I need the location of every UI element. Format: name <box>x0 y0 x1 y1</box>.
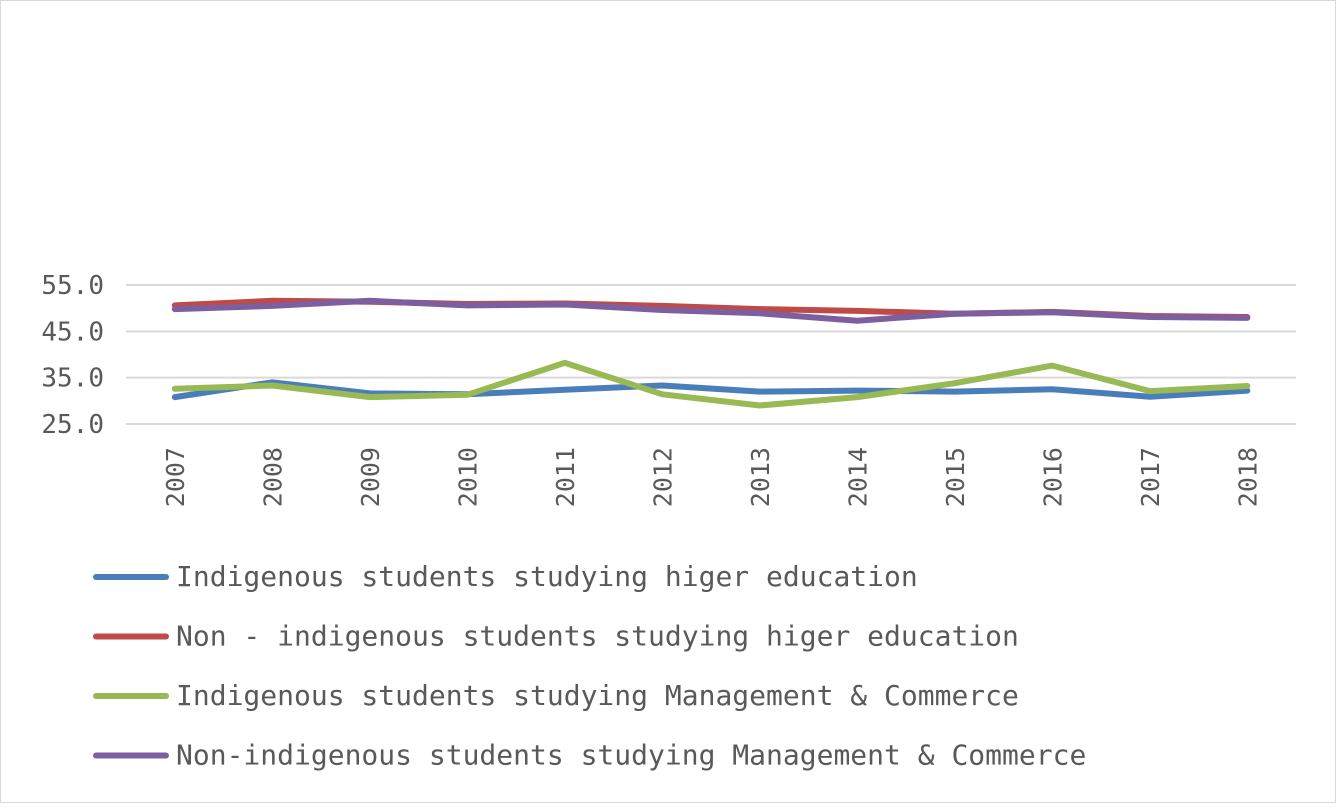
y-tick-label: 25.0 <box>41 410 104 440</box>
legend-label-3: Indigenous students studying Management … <box>176 679 1019 712</box>
series-line-4 <box>171 297 1251 324</box>
x-tick-label: 2008 <box>258 447 287 507</box>
x-tick-label: 2015 <box>941 447 970 507</box>
x-tick-label: 2018 <box>1233 447 1262 507</box>
series-line-3 <box>171 359 1251 409</box>
x-tick-label: 2009 <box>356 447 385 507</box>
x-tick-label: 2017 <box>1136 447 1165 507</box>
x-tick-label: 2014 <box>843 447 872 507</box>
y-tick-label: 55.0 <box>41 271 104 301</box>
series-line-1 <box>171 379 1251 401</box>
legend-label-4: Non-indigenous students studying Managem… <box>176 739 1086 772</box>
x-tick-label: 2010 <box>453 447 482 507</box>
legend-label-2: Non - indigenous students studying higer… <box>176 620 1019 653</box>
y-tick-label: 45.0 <box>41 317 104 347</box>
x-tick-label: 2011 <box>551 447 580 507</box>
x-tick-label: 2007 <box>161 447 190 507</box>
x-tick-label: 2012 <box>648 447 677 507</box>
legend-label-1: Indigenous students studying higer educa… <box>176 560 918 593</box>
y-tick-label: 35.0 <box>41 364 104 394</box>
x-tick-label: 2016 <box>1038 447 1067 507</box>
x-tick-label: 2013 <box>746 447 775 507</box>
